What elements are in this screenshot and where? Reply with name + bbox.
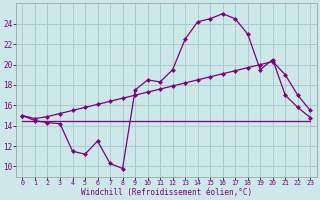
- X-axis label: Windchill (Refroidissement éolien,°C): Windchill (Refroidissement éolien,°C): [81, 188, 252, 197]
